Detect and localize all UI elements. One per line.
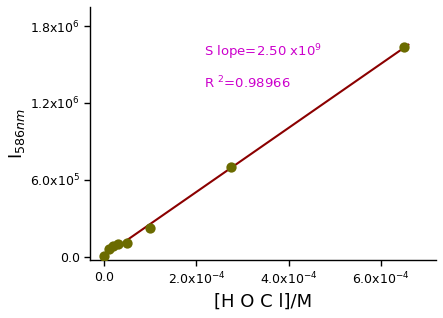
Point [147,226,154,231]
Text: R $^{2}$=0.98966: R $^{2}$=0.98966 [204,75,291,91]
Point [101,253,108,259]
Point [114,241,121,246]
Point [105,246,112,252]
Point [110,244,117,249]
Point [400,44,407,49]
X-axis label: [H O C l]/M: [H O C l]/M [214,293,312,311]
Text: S lope=2.50 x10$^{9}$: S lope=2.50 x10$^{9}$ [204,43,322,62]
Point [124,240,131,245]
Point [227,164,234,169]
Y-axis label: I$_{586nm}$: I$_{586nm}$ [7,108,27,159]
